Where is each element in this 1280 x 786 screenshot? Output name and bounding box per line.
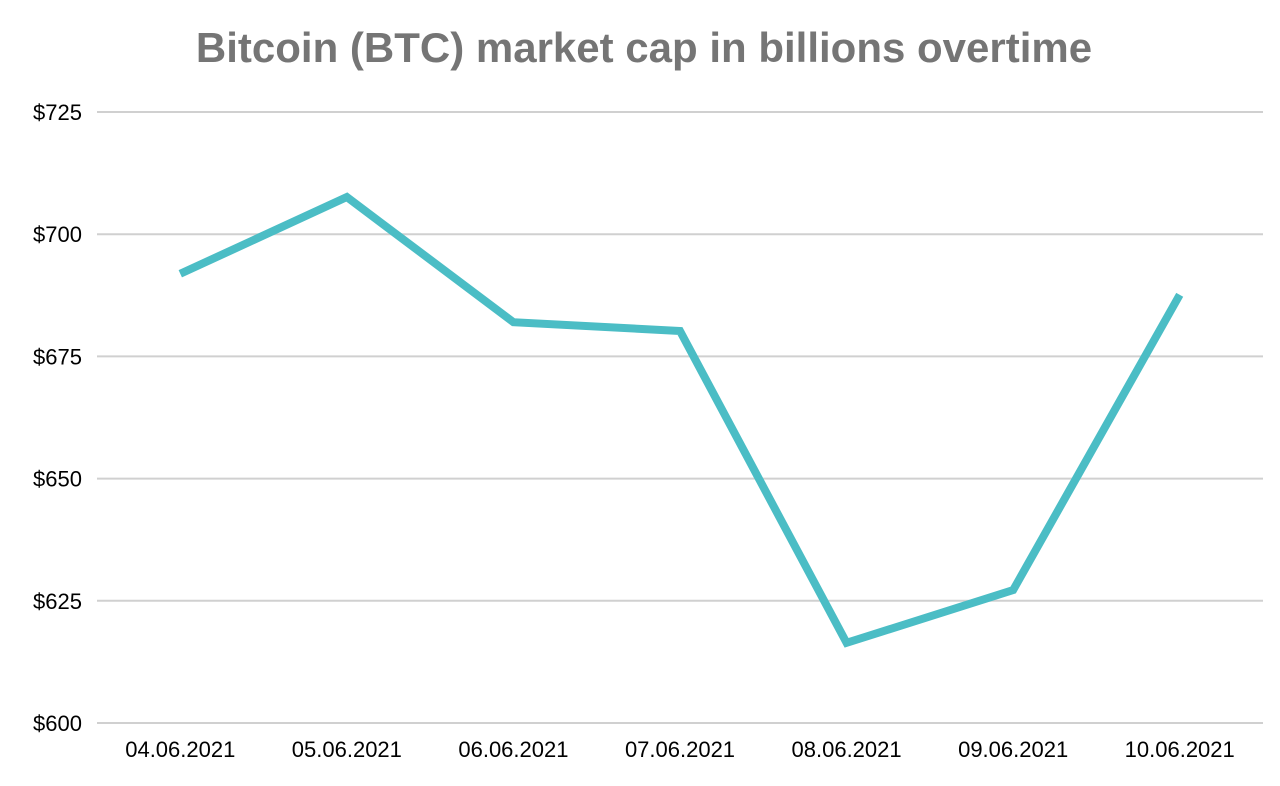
series-line: [178, 192, 1184, 648]
y-axis: $600 $625 $650 $675 $700 $725: [33, 100, 82, 736]
chart-title: Bitcoin (BTC) market cap in billions ove…: [196, 24, 1092, 71]
x-axis: 04.06.2021 05.06.2021 06.06.2021 07.06.2021…: [125, 737, 1235, 762]
x-tick-label: 05.06.2021: [292, 737, 402, 762]
x-tick-label: 07.06.2021: [625, 737, 735, 762]
y-tick-label: $700: [33, 222, 82, 247]
y-tick-label: $725: [33, 100, 82, 125]
x-tick-label: 10.06.2021: [1125, 737, 1235, 762]
x-tick-label: 04.06.2021: [125, 737, 235, 762]
x-tick-label: 09.06.2021: [958, 737, 1068, 762]
x-tick-label: 08.06.2021: [792, 737, 902, 762]
gridlines: [97, 111, 1263, 724]
series-group: [178, 192, 1184, 648]
y-tick-label: $650: [33, 467, 82, 492]
x-tick-label: 06.06.2021: [458, 737, 568, 762]
y-tick-label: $600: [33, 711, 82, 736]
y-tick-label: $625: [33, 589, 82, 614]
y-tick-label: $675: [33, 344, 82, 369]
